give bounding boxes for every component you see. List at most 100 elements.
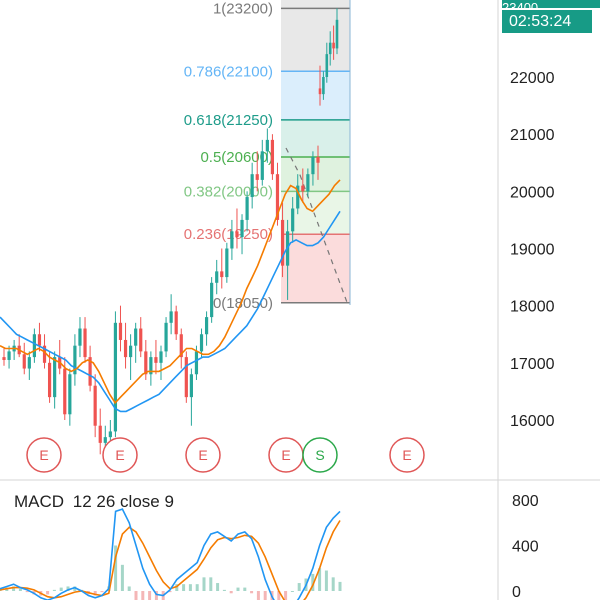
candle-body <box>322 77 325 95</box>
ema-slow-line <box>0 210 341 413</box>
macd-histogram-bar <box>222 589 226 591</box>
candle-body <box>123 339 128 358</box>
fib-band <box>281 157 350 192</box>
candle-body <box>225 248 229 278</box>
macd-histogram-bar <box>134 591 138 600</box>
candle-body <box>129 345 133 358</box>
macd-histogram-bar <box>168 591 172 593</box>
price-tick-label: 19000 <box>510 242 555 259</box>
candle-body <box>318 88 322 95</box>
macd-histogram-bar <box>154 591 158 600</box>
candle-body <box>194 351 199 375</box>
candle-body <box>215 271 219 283</box>
candle-body <box>134 328 138 346</box>
macd-histogram-bar <box>195 584 199 591</box>
macd-histogram-bar <box>188 584 192 591</box>
macd-histogram-bar <box>59 587 63 591</box>
earnings-event-marker <box>389 437 425 473</box>
candle-body <box>88 357 92 386</box>
candle-body <box>103 437 107 443</box>
macd-histogram-bar <box>229 591 233 594</box>
macd-histogram-bar <box>256 591 260 600</box>
macd-histogram-bar <box>202 577 206 591</box>
candle-body <box>255 174 259 180</box>
macd-histogram-bar <box>100 591 104 593</box>
macd-histogram-bar <box>284 591 288 600</box>
event-marker-text: E <box>115 447 124 463</box>
fib-level-label: 0.618(21250) <box>184 112 273 129</box>
macd-histogram-bar <box>175 584 179 591</box>
split-event-marker <box>302 437 338 473</box>
macd-indicator-label[interactable]: MACD 12 26 close 9 <box>14 492 174 512</box>
macd-tick-label: 400 <box>512 539 539 556</box>
candle-body <box>220 271 224 278</box>
candle-body <box>240 219 244 238</box>
price-tick-label: 20000 <box>510 184 555 201</box>
candle-body <box>189 374 193 398</box>
candle-body <box>260 151 264 180</box>
event-marker-text: E <box>402 447 411 463</box>
candle-body <box>37 334 42 346</box>
earnings-event-marker <box>26 437 62 473</box>
price-tick-label: 18000 <box>510 299 555 316</box>
fib-level-label: 0.236(19250) <box>184 226 273 243</box>
macd-histogram-bar <box>324 570 328 591</box>
price-tick-label: 21000 <box>510 127 555 144</box>
candle-body <box>306 174 310 192</box>
fib-band <box>281 234 350 303</box>
earnings-event-marker <box>102 437 138 473</box>
macd-params: 12 26 close 9 <box>72 492 174 511</box>
candle-body <box>113 322 118 432</box>
macd-histogram-bar <box>209 577 213 591</box>
candle-body <box>169 311 173 323</box>
price-tick-label: 22000 <box>510 70 555 87</box>
macd-histogram-bar <box>127 586 131 591</box>
macd-histogram-bar <box>290 591 294 592</box>
candle-body <box>7 351 11 360</box>
candle-body <box>199 334 204 352</box>
macd-histogram-bar <box>66 586 70 591</box>
candle-body <box>311 157 315 175</box>
candlestick-series <box>2 8 339 461</box>
candle-body <box>139 328 143 352</box>
event-marker-text: E <box>281 447 290 463</box>
event-marker-text: E <box>198 447 207 463</box>
candle-body <box>328 42 332 55</box>
macd-histogram-bar <box>338 581 342 591</box>
macd-histogram-bar <box>114 545 118 591</box>
price-axis-ticks: 22000 21000 20000 19000 18000 17000 16000 <box>510 70 555 430</box>
candle-body <box>63 368 67 415</box>
candle-body <box>296 185 300 209</box>
macd-histogram-bar <box>148 591 152 600</box>
bar-countdown-badge: 02:53:24 <box>502 10 592 33</box>
macd-histogram-bar <box>297 583 301 591</box>
fib-band <box>281 71 350 120</box>
macd-histogram-bar <box>25 591 29 593</box>
candle-body <box>73 345 77 375</box>
candle-body <box>325 54 329 77</box>
candle-body <box>2 357 6 360</box>
candle-body <box>118 322 123 340</box>
candle-body <box>204 317 209 335</box>
candle-body <box>210 282 214 318</box>
candle-body <box>144 351 148 375</box>
bar-countdown-text: 02:53:24 <box>509 13 572 30</box>
candle-body <box>291 208 295 232</box>
candle-body <box>270 139 275 175</box>
macd-histogram-bar <box>331 577 335 591</box>
macd-histogram-bar <box>18 588 22 591</box>
candle-body <box>265 139 269 152</box>
candle-body <box>42 345 47 363</box>
candle-body <box>149 357 153 375</box>
candle-body <box>68 374 72 415</box>
candle-body <box>22 354 26 369</box>
candle-body <box>316 157 320 163</box>
price-tick-label: 17000 <box>510 356 555 373</box>
event-marker-text: S <box>315 447 324 463</box>
fibonacci-retracement-zone[interactable] <box>281 0 351 306</box>
macd-histogram-bar <box>318 568 322 591</box>
macd-histogram-bar <box>216 583 220 591</box>
macd-histogram-bar <box>311 573 315 591</box>
